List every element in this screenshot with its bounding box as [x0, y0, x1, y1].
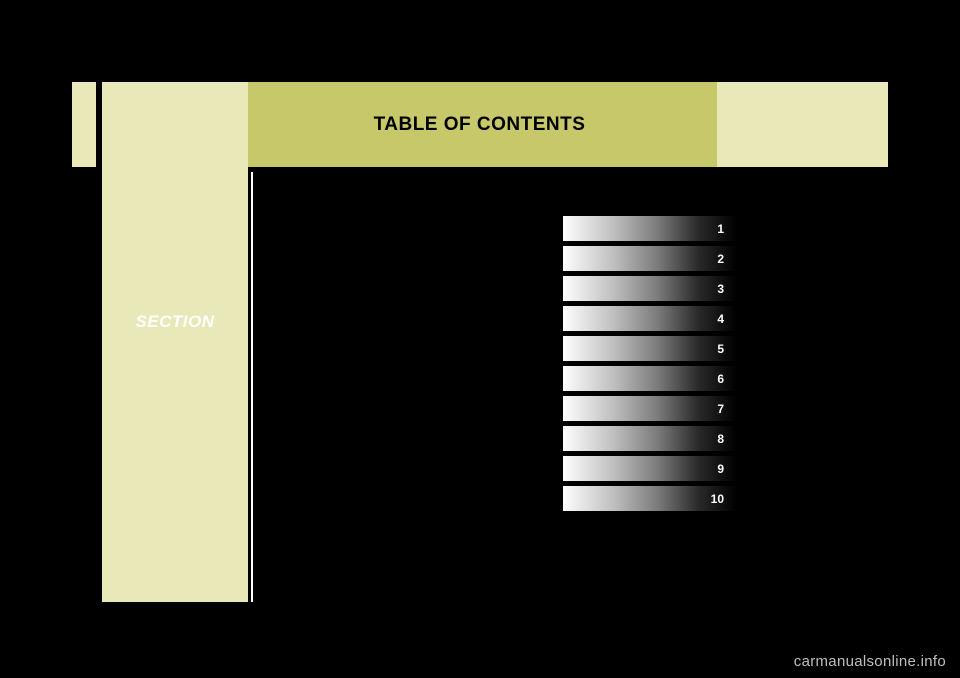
- section-tab[interactable]: 9: [562, 455, 737, 482]
- section-tab[interactable]: 4: [562, 305, 737, 332]
- section-tab[interactable]: 7: [562, 395, 737, 422]
- section-tab-number: 7: [717, 402, 724, 416]
- section-tab[interactable]: 1: [562, 215, 737, 242]
- section-tab-number: 9: [717, 462, 724, 476]
- section-tab[interactable]: 5: [562, 335, 737, 362]
- section-label: SECTION: [135, 312, 214, 332]
- section-tab-number: 6: [717, 372, 724, 386]
- section-tab-number: 5: [717, 342, 724, 356]
- section-tab-number: 10: [711, 492, 724, 506]
- section-tab[interactable]: 8: [562, 425, 737, 452]
- section-tab-number: 2: [717, 252, 724, 266]
- section-tab-number: 8: [717, 432, 724, 446]
- section-tab[interactable]: 10: [562, 485, 737, 512]
- section-tab[interactable]: 2: [562, 245, 737, 272]
- divider-black: [253, 172, 255, 602]
- section-tab-number: 3: [717, 282, 724, 296]
- watermark: carmanualsonline.info: [794, 653, 946, 670]
- page: TABLE OF CONTENTS SECTION 1 2 3 4 5 6 7 …: [72, 60, 888, 620]
- section-column: SECTION: [102, 82, 248, 602]
- section-tabs: 1 2 3 4 5 6 7 8 9 10: [562, 215, 737, 515]
- section-tab[interactable]: 3: [562, 275, 737, 302]
- toc-title: TABLE OF CONTENTS: [374, 114, 586, 136]
- toc-header-block: TABLE OF CONTENTS: [242, 82, 717, 167]
- section-tab[interactable]: 6: [562, 365, 737, 392]
- section-tab-number: 1: [717, 222, 724, 236]
- section-tab-number: 4: [717, 312, 724, 326]
